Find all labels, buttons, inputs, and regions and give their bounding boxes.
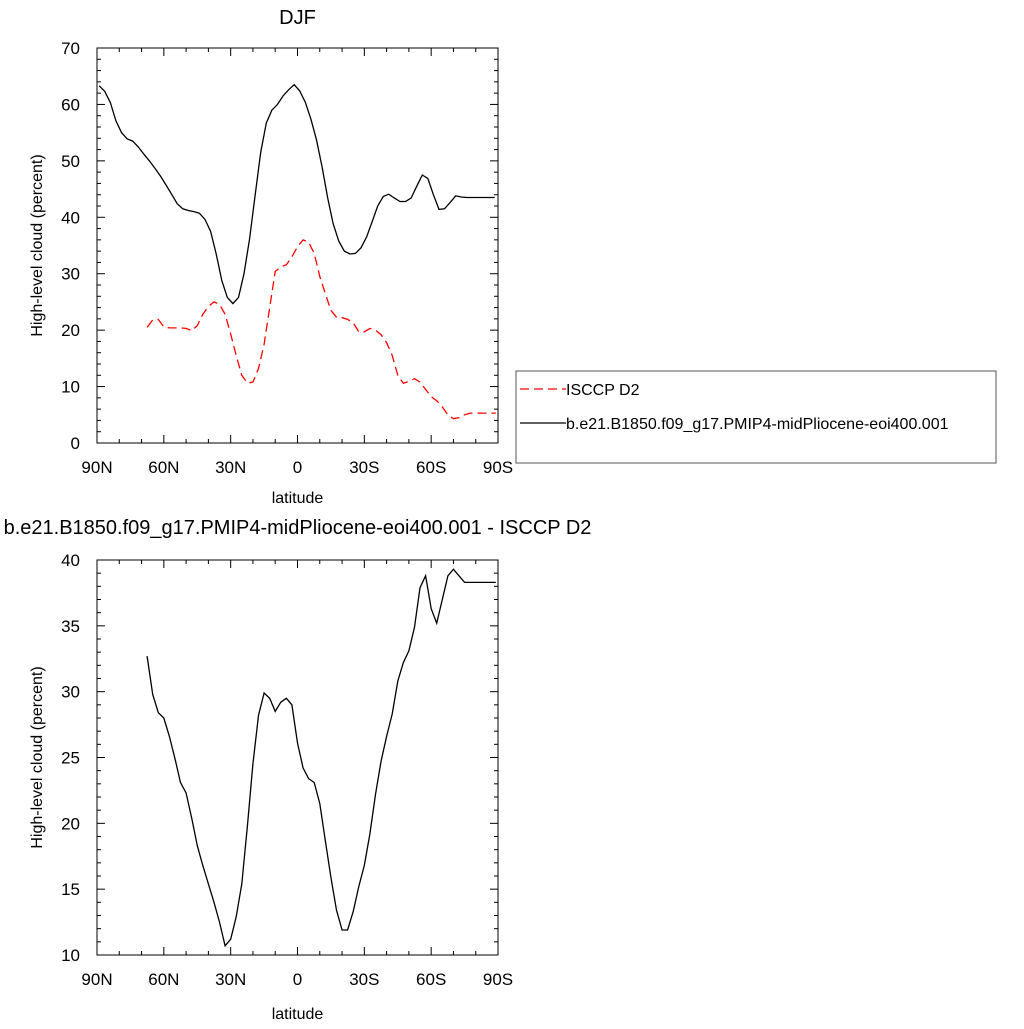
x-tick-label: 90S	[483, 970, 513, 989]
chart-panel-1	[96, 47, 499, 444]
y-tick-label: 70	[61, 39, 80, 58]
y-tick-label: 20	[61, 321, 80, 340]
legend-box	[515, 370, 997, 464]
x-tick-label: 30S	[349, 970, 379, 989]
y-axis-label: High-level cloud (percent)	[29, 666, 46, 848]
x-tick-label: 60S	[416, 970, 446, 989]
y-tick-label: 10	[61, 378, 80, 397]
chart-panel-2	[96, 559, 499, 956]
y-tick-label: 10	[61, 946, 80, 965]
series-line-1	[146, 568, 496, 948]
y-tick-label: 50	[61, 152, 80, 171]
y-tick-label: 25	[61, 749, 80, 768]
chart-title: b.e21.B1850.f09_g17.PMIP4-midPliocene-eo…	[4, 517, 592, 539]
y-tick-label: 30	[61, 265, 80, 284]
legend	[515, 370, 997, 464]
x-tick-label: 0	[293, 458, 302, 477]
series-line-1	[146, 239, 496, 420]
plot-frame	[96, 47, 499, 444]
x-tick-label: 90S	[483, 458, 513, 477]
y-tick-label: 60	[61, 95, 80, 114]
x-tick-label: 30N	[215, 970, 246, 989]
y-axis-label: High-level cloud (percent)	[29, 154, 46, 336]
legend-label-2: b.e21.B1850.f09_g17.PMIP4-midPliocene-eo…	[566, 416, 949, 433]
x-tick-label: 60S	[416, 458, 446, 477]
chart-title: DJF	[279, 7, 316, 29]
y-tick-label: 0	[71, 434, 80, 453]
y-tick-label: 15	[61, 880, 80, 899]
x-tick-label: 30S	[349, 458, 379, 477]
y-tick-label: 35	[61, 617, 80, 636]
y-tick-label: 40	[61, 551, 80, 570]
legend-label-1: ISCCP D2	[566, 382, 640, 399]
x-axis-label: latitude	[272, 1006, 324, 1023]
x-tick-label: 60N	[148, 970, 179, 989]
x-tick-label: 90N	[81, 458, 112, 477]
y-tick-label: 40	[61, 208, 80, 227]
series-line-2	[98, 83, 495, 305]
x-tick-label: 60N	[148, 458, 179, 477]
x-axis-label: latitude	[272, 490, 324, 507]
x-tick-label: 90N	[81, 970, 112, 989]
x-tick-label: 30N	[215, 458, 246, 477]
y-tick-label: 30	[61, 683, 80, 702]
y-tick-label: 20	[61, 814, 80, 833]
x-tick-label: 0	[293, 970, 302, 989]
